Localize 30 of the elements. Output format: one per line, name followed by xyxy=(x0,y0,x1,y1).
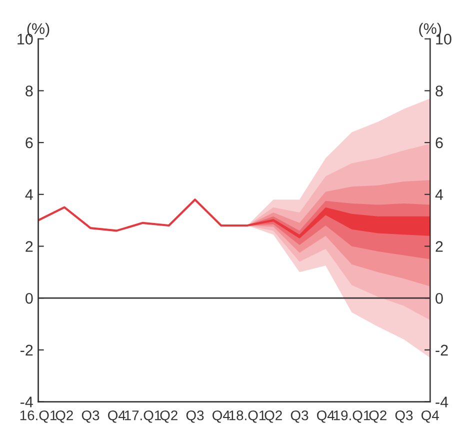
y2-tick-label: -4 xyxy=(436,396,448,408)
x-tick-label: 18.Q1 xyxy=(229,410,266,423)
y2-tick-label: 0 xyxy=(436,292,443,304)
y2-tick-label: 6 xyxy=(436,137,443,148)
y-tick-label: 2 xyxy=(26,241,33,252)
x-tick-label: 17.Q1 xyxy=(124,410,161,423)
y-tick-label: -4 xyxy=(20,396,33,408)
y-tick-label: 6 xyxy=(26,137,33,148)
x-tick-label: Q3 xyxy=(290,410,308,423)
y2-tick-label: 2 xyxy=(436,241,443,252)
y2-tick-label: -2 xyxy=(436,344,448,356)
x-tick-label: Q3 xyxy=(186,410,204,423)
x-tick-label: Q4 xyxy=(422,410,439,423)
x-tick-label: Q3 xyxy=(395,410,413,423)
x-tick-label: Q4 xyxy=(212,410,230,423)
x-tick-label: Q4 xyxy=(317,410,334,423)
x-tick-label: Q2 xyxy=(264,410,282,423)
y-tick-label: 8 xyxy=(26,86,33,96)
y-tick-label: 4 xyxy=(25,189,33,200)
x-tick-label: 16.Q1 xyxy=(20,410,57,423)
x-tick-label: Q2 xyxy=(369,410,386,423)
y-tick-label: 0 xyxy=(26,292,33,304)
y-tick-label: -2 xyxy=(20,344,33,356)
x-tick-label: Q2 xyxy=(56,410,73,423)
x-tick-label: Q2 xyxy=(160,410,178,423)
x-tick-label: Q3 xyxy=(82,410,100,423)
y2-tick-label: 4 xyxy=(435,189,444,200)
x-tick-label: Q4 xyxy=(108,410,126,423)
y2-tick-label: 8 xyxy=(436,86,443,96)
x-tick-label: 19.Q1 xyxy=(334,410,370,423)
